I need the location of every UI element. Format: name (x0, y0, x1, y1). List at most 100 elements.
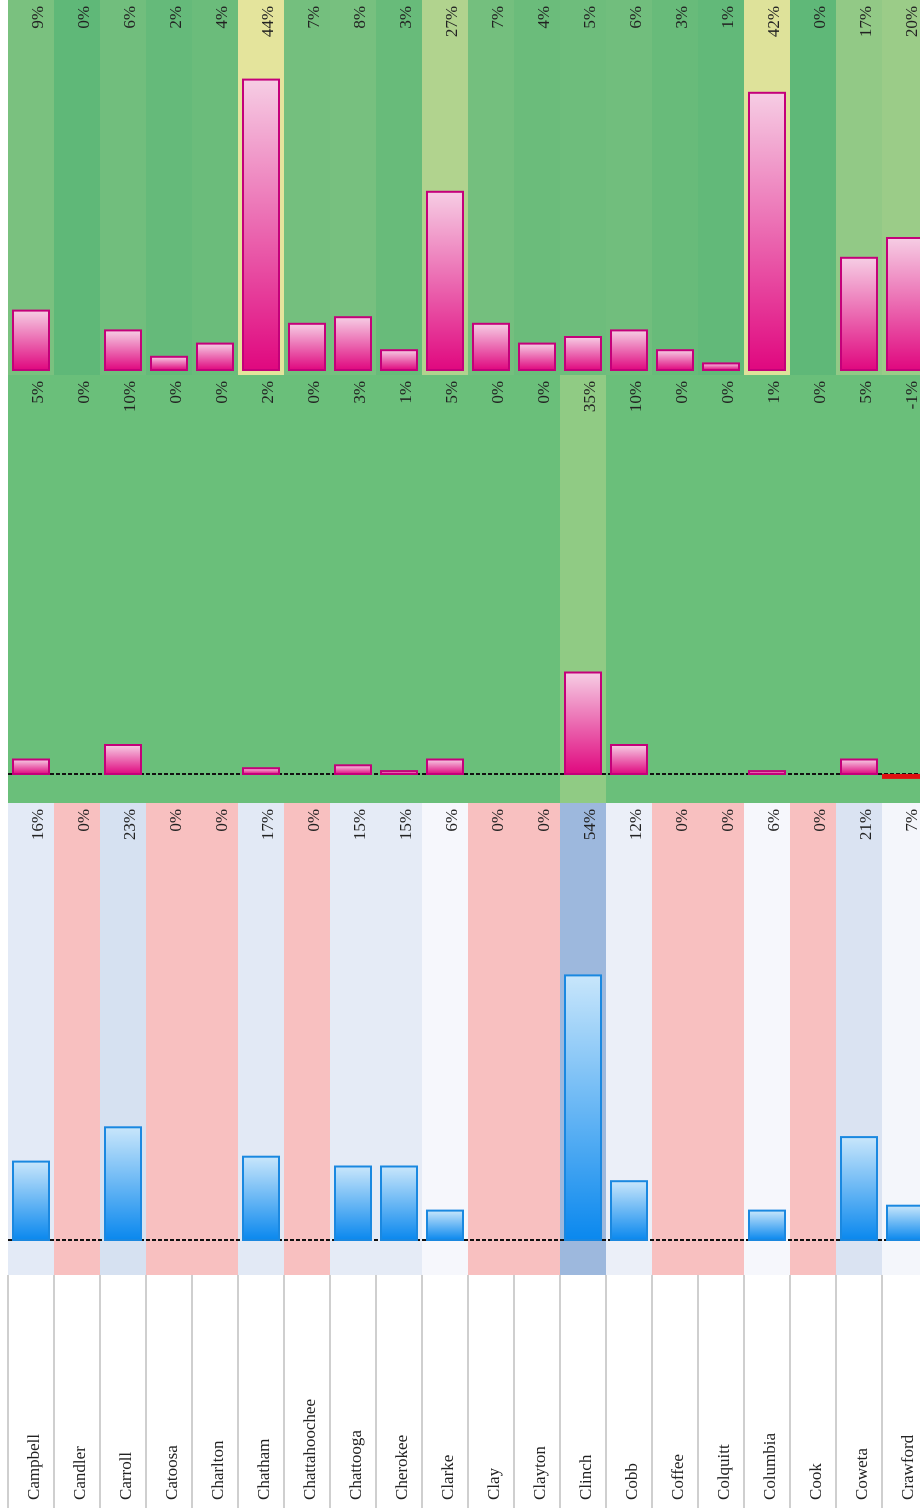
bar (748, 770, 786, 775)
cell-background (146, 375, 192, 803)
value-label: 0% (212, 381, 231, 404)
cell-background (698, 803, 744, 1275)
cell-background (698, 375, 744, 803)
value-label: 0% (672, 381, 691, 404)
category-label: Columbia (760, 1432, 779, 1500)
value-label: 42% (764, 6, 783, 37)
margin (0, 0, 8, 1508)
value-label: 9% (28, 6, 47, 29)
category-label: Cobb (622, 1463, 641, 1500)
value-label: -1% (902, 381, 920, 409)
category-label: Coweta (852, 1448, 871, 1500)
value-label: 17% (856, 6, 875, 37)
cell-background (238, 375, 284, 803)
bar (886, 1204, 920, 1241)
category-label: Cook (806, 1463, 825, 1500)
cell-background (284, 803, 330, 1275)
bar (380, 770, 418, 775)
value-label: 5% (28, 381, 47, 404)
bar (702, 362, 740, 371)
value-label: 0% (74, 6, 93, 29)
value-label: 2% (166, 6, 185, 29)
value-label: 3% (396, 6, 415, 29)
value-label: 1% (396, 381, 415, 404)
bar (196, 342, 234, 372)
cell-background (744, 803, 790, 1275)
value-label: 2% (258, 381, 277, 404)
category-label: Chattooga (346, 1430, 365, 1500)
value-label: 0% (166, 381, 185, 404)
bar (12, 758, 50, 775)
cell-background (100, 0, 146, 375)
category-label: Charlton (208, 1440, 227, 1500)
value-label: 10% (120, 381, 139, 412)
bar (610, 744, 648, 775)
value-label: 10% (626, 381, 645, 412)
bar (242, 767, 280, 776)
cell-background (422, 375, 468, 803)
cell-background (744, 375, 790, 803)
cell-background (284, 0, 330, 375)
value-label: 0% (304, 809, 323, 832)
bar (288, 322, 326, 371)
bar (104, 1126, 142, 1242)
value-label: 35% (580, 381, 599, 412)
category-label: Clinch (576, 1454, 595, 1500)
bar (882, 774, 920, 779)
cell-background (560, 0, 606, 375)
bar (472, 322, 510, 371)
value-label: 15% (350, 809, 369, 840)
cell-background (100, 375, 146, 803)
cell-background (192, 803, 238, 1275)
bar (380, 349, 418, 372)
value-label: 0% (810, 381, 829, 404)
value-label: 6% (626, 6, 645, 29)
cell-background (790, 0, 836, 375)
cell-background (652, 803, 698, 1275)
bar (656, 349, 694, 372)
category-label: Candler (70, 1446, 89, 1500)
category-label: Chatham (254, 1439, 273, 1500)
cell-background (652, 0, 698, 375)
category-label: Crawford (898, 1434, 917, 1500)
cell-background (146, 0, 192, 375)
cell-background (376, 0, 422, 375)
bar (840, 256, 878, 371)
category-label: Clayton (530, 1446, 549, 1500)
value-label: 6% (442, 809, 461, 832)
value-label: 0% (810, 6, 829, 29)
value-label: 0% (74, 809, 93, 832)
value-label: 20% (902, 6, 920, 37)
bar (242, 1155, 280, 1241)
value-label: 0% (534, 809, 553, 832)
bar (748, 91, 786, 372)
category-label: Colquitt (714, 1444, 733, 1500)
value-label: 12% (626, 809, 645, 840)
value-label: 6% (764, 809, 783, 832)
category-label: Chattahoochee (300, 1399, 319, 1500)
value-label: 0% (718, 381, 737, 404)
bar (104, 329, 142, 371)
value-label: 44% (258, 6, 277, 37)
value-label: 0% (212, 809, 231, 832)
cell-background (54, 0, 100, 375)
value-label: 3% (672, 6, 691, 29)
cell-background (330, 0, 376, 375)
cell-background (514, 375, 560, 803)
cell-background (8, 375, 54, 803)
value-label: 3% (350, 381, 369, 404)
category-label: Clarke (438, 1455, 457, 1500)
value-label: 0% (488, 809, 507, 832)
value-label: 0% (810, 809, 829, 832)
bar (104, 744, 142, 775)
cell-background (790, 375, 836, 803)
value-label: 0% (74, 381, 93, 404)
bar (518, 342, 556, 372)
value-label: 5% (856, 381, 875, 404)
cell-background (192, 0, 238, 375)
cell-background (836, 375, 882, 803)
cell-background (514, 0, 560, 375)
cell-background (606, 375, 652, 803)
